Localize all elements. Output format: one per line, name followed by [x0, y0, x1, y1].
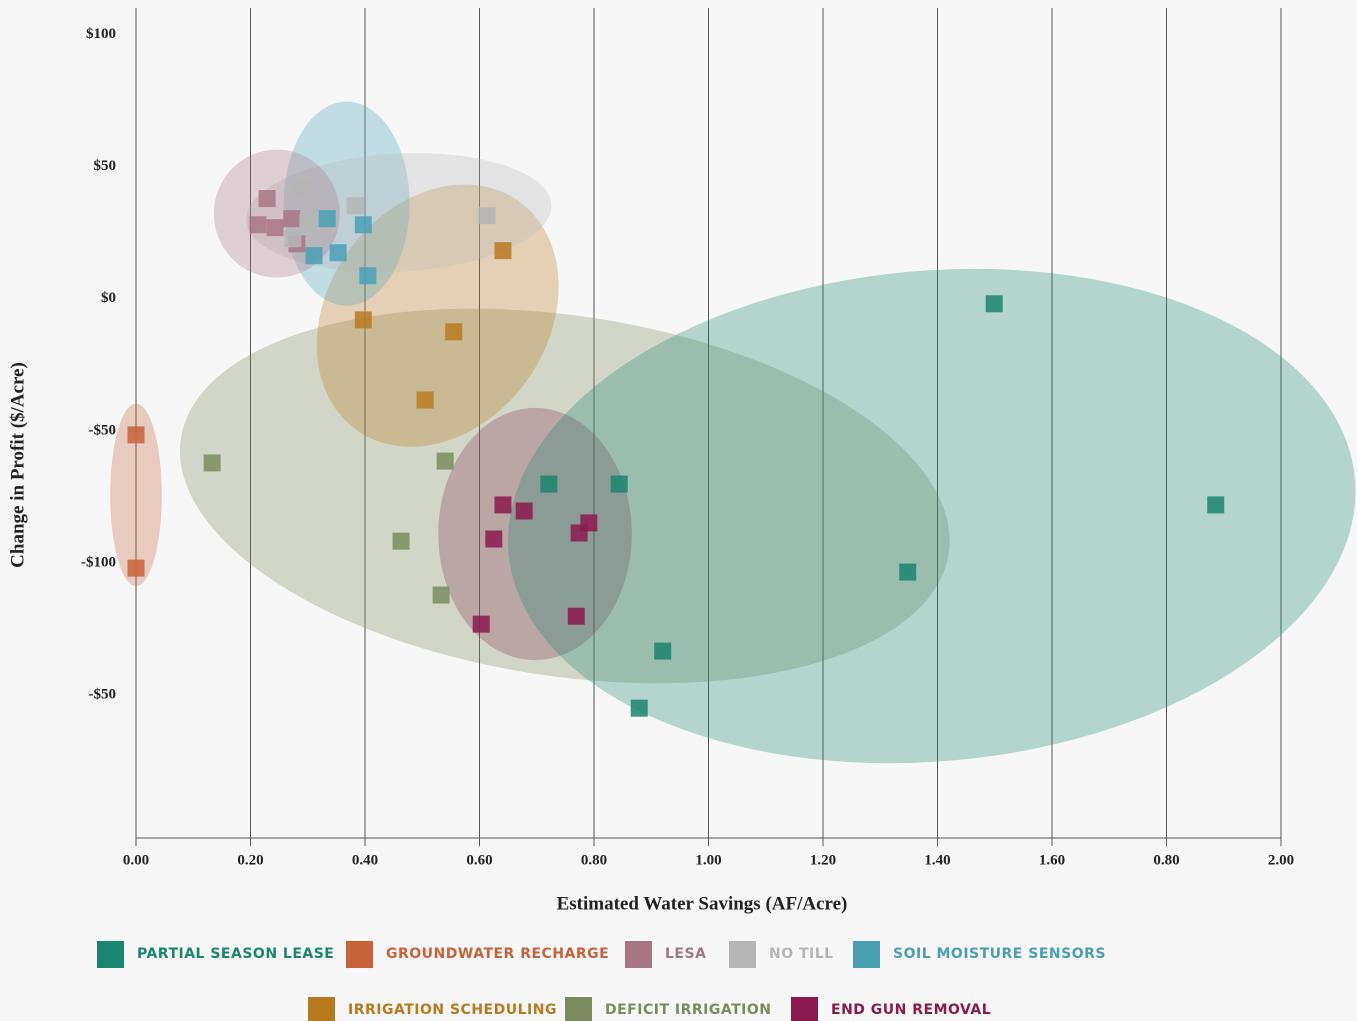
legend-swatch	[308, 997, 335, 1021]
point	[305, 247, 323, 265]
point	[293, 180, 311, 198]
legend-swatch	[97, 941, 124, 968]
point	[329, 244, 347, 262]
x-tick-label: 0.60	[466, 852, 492, 868]
point	[127, 559, 145, 577]
group-ellipse	[438, 407, 632, 661]
y-tick-label: -$50	[89, 687, 117, 703]
y-tick-label: $50	[94, 158, 117, 174]
point	[540, 475, 558, 493]
point	[283, 210, 301, 228]
legend-swatch	[565, 997, 592, 1021]
x-tick-label: 1.00	[695, 852, 721, 868]
point	[445, 323, 463, 341]
x-tick-label: 0.40	[352, 852, 378, 868]
x-tick-label: 2.00	[1268, 852, 1294, 868]
x-tick-label: 0.20	[237, 852, 263, 868]
y-tick-label: -$50	[89, 422, 117, 438]
legend-swatch	[346, 941, 373, 968]
point	[985, 295, 1003, 313]
point	[284, 230, 302, 248]
point	[899, 563, 917, 581]
legend-label: END GUN REMOVAL	[831, 1002, 991, 1018]
point	[630, 699, 648, 717]
point	[359, 267, 377, 285]
legend-label: PARTIAL SEASON LEASE	[137, 946, 334, 962]
legend-label: DEFICIT IRRIGATION	[605, 1002, 771, 1018]
y-axis-title: Change in Profit ($/Acre)	[7, 362, 28, 568]
point	[436, 452, 454, 470]
point	[472, 615, 490, 633]
point	[346, 197, 364, 215]
legend-swatch	[625, 941, 652, 968]
point	[266, 219, 284, 237]
legend-label: LESA	[665, 946, 706, 962]
point	[1207, 496, 1225, 514]
y-tick-label: $100	[86, 26, 116, 42]
group-ellipse	[110, 403, 162, 587]
legend-swatch	[791, 997, 818, 1021]
point	[127, 426, 145, 444]
group-ellipse	[508, 268, 1356, 764]
group-ellipse	[179, 308, 950, 684]
legend-label: IRRIGATION SCHEDULING	[348, 1002, 557, 1018]
point	[392, 532, 410, 550]
point	[258, 190, 276, 208]
point	[299, 214, 317, 232]
point	[249, 216, 267, 234]
point	[654, 642, 672, 660]
legend-label: NO TILL	[769, 946, 834, 962]
legend-swatch	[853, 941, 880, 968]
point	[354, 216, 372, 234]
point	[203, 454, 221, 472]
x-tick-label: 1.60	[1039, 852, 1065, 868]
point	[318, 210, 336, 228]
point	[580, 514, 598, 532]
x-tick-label: 0.80	[581, 852, 607, 868]
point	[478, 207, 496, 225]
x-tick-label: 1.40	[924, 852, 950, 868]
point	[515, 502, 533, 520]
point	[567, 607, 585, 625]
x-tick-label: 1.20	[810, 852, 836, 868]
point	[432, 586, 450, 604]
point	[485, 530, 503, 548]
x-axis-title: Estimated Water Savings (AF/Acre)	[557, 893, 848, 914]
point	[354, 311, 372, 329]
x-tick-label: 0.80	[1153, 852, 1179, 868]
point	[494, 242, 512, 260]
point	[416, 391, 434, 409]
legend-swatch	[729, 941, 756, 968]
point	[494, 496, 512, 514]
x-tick-label: 0.00	[123, 852, 149, 868]
y-tick-label: -$100	[81, 555, 116, 571]
group-ellipse	[246, 153, 552, 272]
point	[610, 475, 628, 493]
y-tick-label: $0	[101, 290, 116, 306]
legend-label: GROUNDWATER RECHARGE	[386, 946, 609, 962]
legend-label: SOIL MOISTURE SENSORS	[893, 946, 1106, 962]
